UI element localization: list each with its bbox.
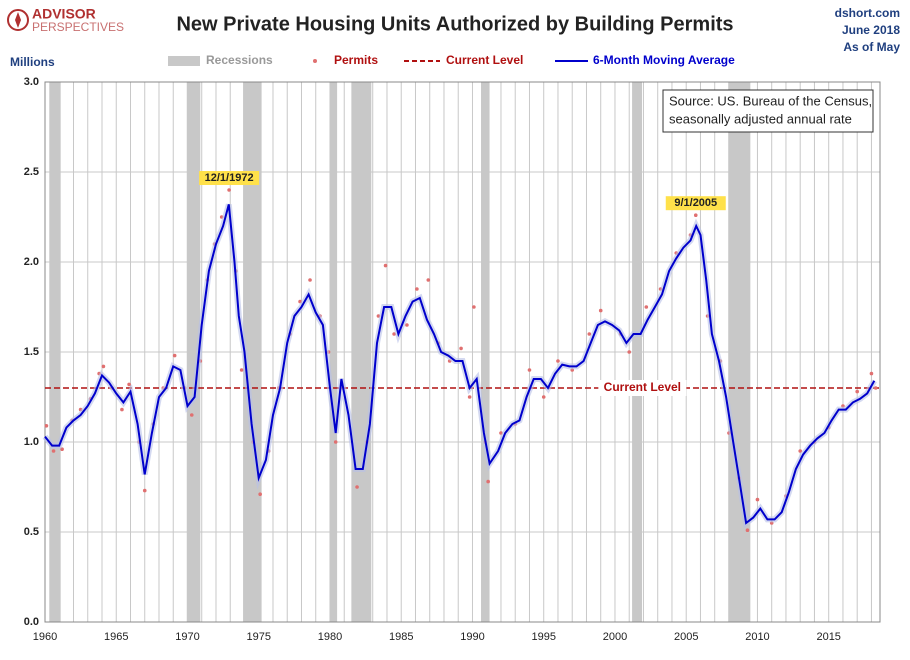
permit-point [541,395,546,399]
permit-point [798,449,803,453]
logo-icon [15,12,21,28]
annotation: 9/1/2005 [674,197,717,209]
y-tick-label: 2.5 [24,166,39,178]
permit-point [527,368,532,372]
annotation-bg [199,171,260,185]
permit-point [51,449,56,453]
permit-point [383,263,388,268]
x-tick-label: 1995 [531,631,555,643]
permit-point [459,346,463,351]
logo-text: PERSPECTIVES [32,20,124,34]
x-tick-label: 1965 [104,631,128,643]
permit-point [644,305,649,309]
logo-text: ADVISOR [32,6,96,22]
annotation: 12/1/1972 [205,172,254,184]
x-tick-label: 2010 [745,631,769,643]
permit-point [189,413,194,417]
x-tick-label: 1975 [246,631,270,643]
permit-point [855,389,860,394]
permit-point [556,359,560,363]
permit-point [258,492,262,497]
x-tick-label: 2015 [816,631,840,643]
permit-point [873,386,878,390]
moving-average-line [44,204,876,525]
legend-label: Current Level [446,53,523,67]
permit-point [333,440,338,444]
permit-point [486,479,490,484]
annotation-bg [665,196,726,211]
x-tick-label: 2000 [603,631,627,643]
y-axis-label: Millions [10,55,55,69]
permit-point [405,323,409,327]
permit-point [467,395,472,399]
permit-point [127,382,131,387]
permit-point [392,332,396,336]
chart-title: New Private Housing Units Authorized by … [176,13,733,35]
permit-point [308,278,312,282]
current-level-label: Current Level [604,380,681,394]
plot-frame [44,81,881,623]
permit-point [587,332,592,336]
permit-point [755,497,760,502]
permit-point [869,371,874,376]
permit-point [627,350,632,354]
x-tick-label: 1985 [389,631,413,643]
x-tick-label: 1970 [175,631,199,643]
source-note: Source: US. Bureau of the Census, [669,93,872,108]
permit-point [239,368,244,372]
date-line: June 2018 [842,23,900,37]
permit-point [426,278,431,282]
logo: ADVISOR PERSPECTIVES [7,6,124,34]
source-box [662,89,874,133]
permit-point [745,528,750,532]
permit-point [415,287,419,291]
permit-point [44,424,49,428]
source-note: seasonally adjusted annual rate [669,111,852,126]
x-tick-label: 2005 [674,631,698,643]
permit-point [227,188,231,192]
legend-label: 6-Month Moving Average [593,53,735,67]
y-tick-label: 3.0 [24,76,39,88]
current-level-bg [598,380,687,396]
permit-point [142,488,147,493]
logo-icon [7,9,29,31]
permit-point [355,485,359,489]
permit-point [598,308,603,313]
legend-swatch [168,56,200,66]
as-of: As of May [843,40,900,54]
permit-point [693,213,698,217]
legend-label: Recessions [206,53,273,67]
y-tick-label: 1.5 [24,346,39,358]
y-tick-label: 2.0 [24,256,39,268]
y-tick-label: 1.0 [24,436,39,448]
permit-point [120,407,124,412]
x-tick-label: 1960 [33,631,57,643]
permit-point [472,305,476,309]
source-site: dshort.com [835,6,900,20]
x-tick-label: 1980 [318,631,342,643]
legend-label: Permits [334,53,378,67]
x-tick-label: 1990 [460,631,484,643]
y-tick-label: 0.5 [24,526,39,538]
permit-point [101,364,106,369]
y-tick-label: 0.0 [24,616,39,628]
permit-point [172,353,177,358]
legend-swatch [313,59,317,63]
